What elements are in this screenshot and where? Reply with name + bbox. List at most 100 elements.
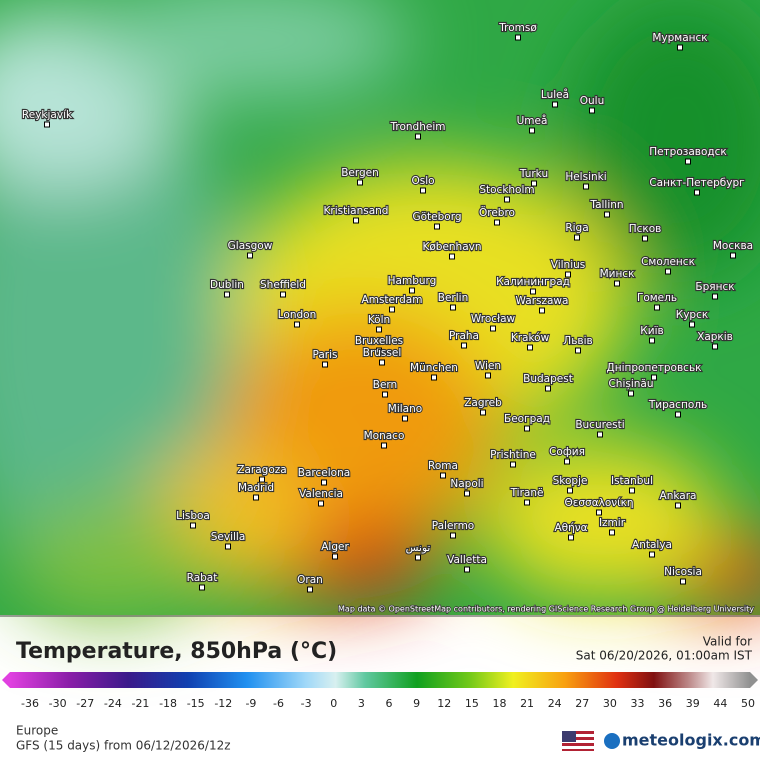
city-marker [450,304,456,311]
brand[interactable]: meteologix.com [622,731,760,750]
city-marker [504,196,510,203]
city-marker [294,321,300,328]
city-label: Vilnius [551,259,585,271]
city-marker [318,500,324,507]
city-marker [665,268,671,275]
city-label: København [422,241,481,253]
city-label: Örebro [479,206,515,219]
city-label: Lisboa [176,510,210,522]
city-label: München [410,362,458,374]
legend-tick-label: 3 [358,697,365,710]
city-marker [589,107,595,114]
city-label: Helsinki [565,171,606,183]
city-marker [604,211,610,218]
city-label: Antalya [632,539,672,551]
city-marker [376,326,382,333]
brand-logo [604,733,620,749]
legend-tick-label: 36 [658,697,672,710]
city-label: Мурманск [652,32,707,44]
legend-tick-label: -21 [131,697,149,710]
city-marker [480,409,486,416]
legend-tick-label: 0 [330,697,337,710]
city-label: Palermo [432,520,474,532]
city-marker [376,347,382,354]
city-marker [583,183,589,190]
city-label: London [278,309,317,321]
city-marker [510,461,516,468]
city-label: Львів [563,335,592,347]
city-marker [529,127,535,134]
city-marker [415,554,421,561]
city-label: تونس [406,542,431,554]
city-label: Москва [713,240,753,252]
city-marker [253,494,259,501]
legend-tick-label: -24 [104,697,122,710]
city-label: Oulu [580,95,605,107]
city-marker [689,321,695,328]
city-label: Wrocław [471,313,516,325]
valid-time: Sat 06/20/2026, 01:00am IST [576,649,753,663]
legend-tick-label: 27 [575,697,589,710]
legend-tick-label: 12 [437,697,451,710]
city-marker [225,543,231,550]
city-label: Петрозаводск [649,146,727,158]
legend-tick-label: 33 [631,697,645,710]
city-marker [654,304,660,311]
city-marker [539,307,545,314]
model: GFS (15 days) from 06/12/2026/12z [16,739,231,753]
city-marker [199,584,205,591]
city-label: Ankara [660,490,697,502]
city-marker [530,288,536,295]
city-label: Θεσσαλονίκη [564,497,633,509]
city-label: Reykjavík [22,109,73,121]
city-label: Chișinău [608,378,653,390]
city-marker [490,325,496,332]
city-marker [464,490,470,497]
city-marker [402,415,408,422]
legend-tick-label: 18 [492,697,506,710]
city-marker [677,44,683,51]
city-marker [389,306,395,313]
city-label: Oslo [411,175,434,187]
city-label: Madrid [238,482,274,494]
city-marker [568,534,574,541]
city-label: Trondheim [390,121,446,133]
city-marker [552,101,558,108]
city-label: Kraków [511,332,550,344]
legend-tick-label: -36 [21,697,39,710]
legend-tick-label: -9 [245,697,256,710]
legend-tick-label: 30 [603,697,617,710]
city-label: Monaco [364,430,405,442]
city-label: Valletta [447,554,487,566]
city-label: Wien [475,360,501,372]
map [0,0,760,620]
valid-label: Valid for [703,635,752,649]
city-label: Berlin [438,292,468,304]
city-marker [321,479,327,486]
city-label: Istanbul [611,475,653,487]
city-marker [464,566,470,573]
city-label: Гомель [637,292,677,304]
city-marker [44,121,50,128]
city-label: Umeå [517,114,548,127]
legend-tick-label: -18 [159,697,177,710]
city-marker [531,180,537,187]
legend-tick-label: -3 [301,697,312,710]
city-marker [485,372,491,379]
legend-tick-label: -6 [273,697,284,710]
legend-tick-label: 50 [741,697,755,710]
city-label: Köln [368,314,390,326]
city-marker [259,476,265,483]
city-marker [409,287,415,294]
city-marker [332,553,338,560]
flag [562,731,594,751]
city-marker [614,280,620,287]
city-label: Zaragoza [237,464,286,476]
city-label: Курск [676,309,708,321]
city-marker [609,529,615,536]
city-marker [379,359,385,366]
city-marker [322,361,328,368]
city-label: Dublin [210,279,244,291]
city-label: Napoli [450,478,483,490]
city-marker [574,234,580,241]
